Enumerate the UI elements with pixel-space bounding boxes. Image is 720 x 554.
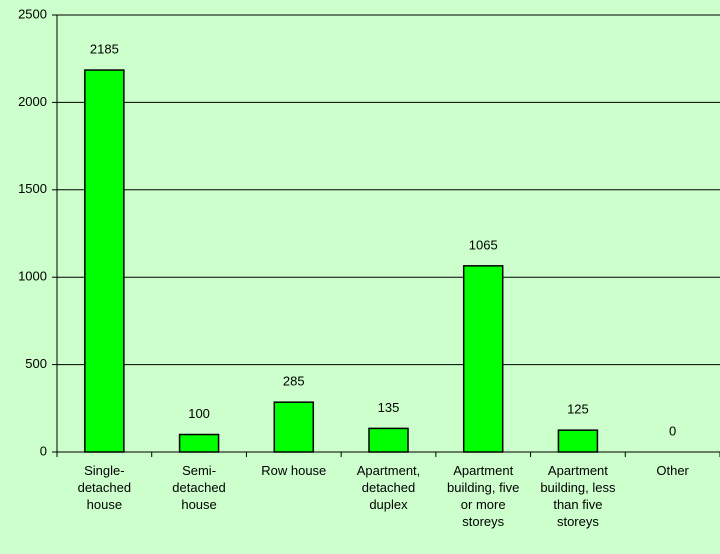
x-tick-label: Other <box>656 463 689 478</box>
x-label-box: Single-detached house <box>77 463 132 512</box>
data-label: 125 <box>567 402 589 417</box>
y-tick-label: 500 <box>25 356 47 371</box>
x-label-box: Semi-detached house <box>172 463 226 512</box>
x-tick-label: Single-detached house <box>77 463 132 512</box>
data-label: 285 <box>283 374 305 389</box>
data-label: 2185 <box>90 41 119 56</box>
y-tick-label: 2000 <box>18 94 47 109</box>
x-label-box: Apartment building, five or more storeys <box>447 463 520 529</box>
bar <box>178 433 220 453</box>
x-tick-label: Apartment building, less than five store… <box>540 463 616 529</box>
x-label-box: Other <box>656 463 689 478</box>
data-label: 1065 <box>469 237 498 252</box>
x-label-box: Apartment building, less than five store… <box>540 463 616 529</box>
data-label: 0 <box>669 423 676 438</box>
x-tick-label: Apartment building, five or more storeys <box>447 463 520 529</box>
x-label-box: Row house <box>261 463 327 478</box>
y-tick-label: 1000 <box>18 269 47 284</box>
bar <box>273 401 315 453</box>
bar <box>462 265 504 453</box>
data-label: 100 <box>188 406 210 421</box>
x-tick-label: Apartment, detached duplex <box>356 463 421 512</box>
y-tick-label: 1500 <box>18 181 47 196</box>
bar <box>557 429 599 453</box>
x-label-box: Apartment, detached duplex <box>356 463 421 512</box>
x-tick-label: Row house <box>261 463 327 478</box>
bar <box>368 427 409 453</box>
data-label: 135 <box>378 400 400 415</box>
y-tick-label: 2500 <box>18 6 47 21</box>
x-tick-label: Semi-detached house <box>172 463 226 512</box>
y-tick-label: 0 <box>40 443 47 458</box>
bar <box>84 69 125 453</box>
